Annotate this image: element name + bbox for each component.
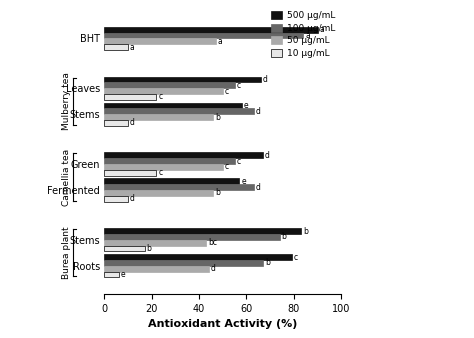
Text: b: b	[265, 258, 270, 267]
Bar	[104, 94, 156, 100]
Legend: 500 μg/mL, 100 μg/mL, 50 μg/mL, 10 μg/mL: 500 μg/mL, 100 μg/mL, 50 μg/mL, 10 μg/mL	[269, 9, 337, 60]
Bar	[104, 170, 156, 176]
Text: a: a	[130, 43, 135, 52]
Text: d: d	[130, 118, 135, 127]
Text: b: b	[303, 226, 308, 236]
Text: a: a	[305, 31, 310, 40]
Bar	[104, 158, 235, 164]
Bar	[104, 260, 263, 266]
Bar	[104, 184, 254, 190]
Bar	[104, 271, 118, 277]
Text: b: b	[282, 233, 286, 241]
Text: bc: bc	[208, 238, 217, 247]
Text: d: d	[255, 183, 260, 192]
Text: d: d	[210, 264, 215, 273]
Text: c: c	[225, 87, 229, 96]
Bar	[104, 103, 242, 108]
Bar	[104, 39, 216, 44]
Bar	[104, 88, 223, 94]
Bar	[104, 27, 318, 33]
Bar	[104, 164, 223, 170]
Text: a: a	[319, 25, 324, 34]
Text: e: e	[120, 270, 125, 279]
Text: c: c	[225, 163, 229, 171]
Bar	[104, 266, 209, 271]
Bar	[104, 120, 128, 126]
Text: e: e	[244, 101, 248, 110]
Text: Burea plant: Burea plant	[62, 226, 71, 279]
Text: d: d	[265, 151, 270, 160]
Text: Mulberry tea: Mulberry tea	[62, 72, 71, 130]
Text: d: d	[255, 107, 260, 116]
Text: b: b	[215, 113, 220, 122]
Text: d: d	[130, 194, 135, 203]
Text: c: c	[237, 81, 241, 90]
Text: b: b	[215, 188, 220, 197]
Bar	[104, 234, 280, 240]
Text: b: b	[146, 244, 151, 253]
Bar	[104, 240, 206, 246]
Bar	[104, 77, 261, 82]
Text: c: c	[158, 168, 163, 177]
Text: Camellia tea: Camellia tea	[62, 148, 71, 206]
Bar	[104, 190, 213, 196]
Bar	[104, 178, 239, 184]
Bar	[104, 228, 301, 234]
Text: c: c	[293, 252, 298, 262]
X-axis label: Antioxidant Activity (%): Antioxidant Activity (%)	[148, 319, 298, 329]
Bar	[104, 246, 145, 251]
Text: a: a	[218, 37, 222, 46]
Bar	[104, 152, 263, 158]
Text: d: d	[263, 75, 267, 84]
Bar	[104, 114, 213, 120]
Bar	[104, 254, 292, 260]
Text: c: c	[158, 93, 163, 101]
Text: c: c	[237, 156, 241, 166]
Bar	[104, 33, 303, 39]
Bar	[104, 82, 235, 88]
Bar	[104, 44, 128, 50]
Text: e: e	[241, 177, 246, 186]
Bar	[104, 108, 254, 114]
Bar	[104, 196, 128, 201]
